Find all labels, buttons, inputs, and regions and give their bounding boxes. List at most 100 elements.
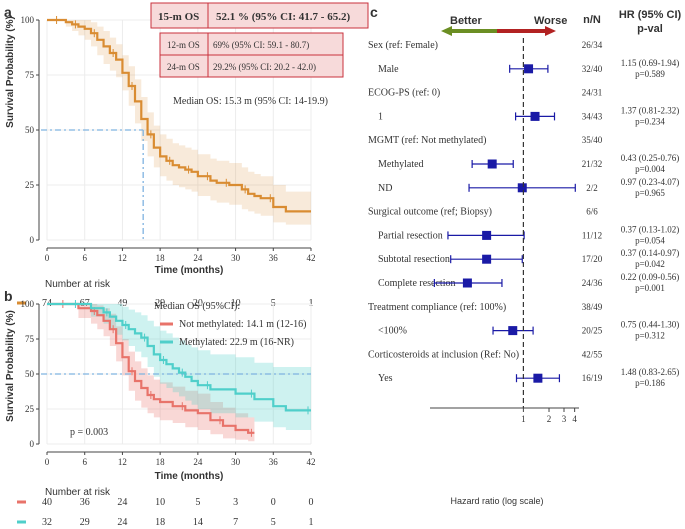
risk-count: 5 [271, 517, 276, 528]
os-main-label: 15-m OS [158, 11, 199, 23]
os-main-value: 52.1 % (95% CI: 41.7 - 65.2) [216, 11, 350, 23]
risk-count: 14 [193, 517, 203, 528]
forest-nn: 24/31 [582, 88, 603, 98]
forest-hr-text: 0.37 (0.14-0.97) [621, 248, 680, 258]
worse-label: Worse [534, 15, 567, 27]
y-tick-label: 25 [25, 404, 35, 414]
risk-count: 3 [233, 497, 238, 508]
forest-group-label: Surgical outcome (ref; Biopsy) [368, 207, 492, 218]
y-tick-label: 25 [25, 180, 35, 190]
forest-hr-square [530, 111, 540, 121]
x-tick-label: 0 [45, 253, 50, 263]
forest-group-label: Treatment compliance (ref: 100%) [368, 302, 506, 313]
y-tick-label: 50 [25, 125, 35, 135]
forest-hr-square [487, 159, 497, 169]
forest-hr-square [533, 373, 543, 383]
forest-sublabel: ND [378, 183, 392, 194]
panel-b-p-value: p = 0.003 [70, 427, 108, 438]
legend-title: Median OS (95%CI): [154, 301, 240, 312]
risk-count: 36 [80, 497, 90, 508]
x-tick-label: 36 [269, 253, 279, 263]
forest-p-text: p=0.004 [635, 164, 665, 174]
forest-hr-text: 0.75 (0.44-1.30) [621, 320, 680, 330]
panel-b-confidence-bands [47, 304, 311, 442]
survival-curve-0 [47, 18, 311, 213]
forest-nn: 17/20 [582, 254, 603, 264]
x-tick-label: 6 [82, 457, 87, 467]
os-12m-value: 69% (95% CI: 59.1 - 80.7) [213, 40, 309, 50]
panel-label-b: b [4, 288, 13, 304]
forest-sublabel: <100% [378, 326, 407, 337]
panel-a-x-axis-label: Time (months) [155, 265, 224, 276]
panel-b-legend: Median OS (95%CI): Not methylated: 14.1 … [154, 301, 306, 348]
forest-p-text: p=0.054 [635, 235, 665, 245]
better-arrow-icon [441, 26, 497, 36]
pval-header: p-val [637, 23, 663, 35]
panel-a-reference-lines [41, 129, 144, 240]
forest-p-text: p=0.042 [635, 259, 665, 269]
panel-a-confidence-band [47, 20, 311, 225]
x-tick-label: 24 [193, 457, 203, 467]
os-12m-label: 12-m OS [167, 40, 200, 50]
forest-sublabel: Yes [378, 373, 393, 384]
forest-group-label: MGMT (ref: Not methylated) [368, 135, 486, 146]
risk-count: 40 [42, 497, 52, 508]
forest-x-tick-label: 3 [562, 414, 567, 424]
x-tick-label: 18 [156, 457, 166, 467]
forest-p-text: p=0.589 [635, 69, 665, 79]
x-tick-label: 30 [231, 457, 241, 467]
worse-arrow-icon [497, 26, 556, 36]
forest-nn: 16/19 [582, 373, 603, 383]
forest-group-label: ECOG-PS (ref: 0) [368, 88, 440, 99]
x-tick-label: 6 [82, 253, 87, 263]
panel-b-risk-title: Number at risk [45, 487, 111, 498]
forest-x-tick-label: 4 [572, 414, 577, 424]
x-tick-label: 12 [118, 457, 127, 467]
forest-hr-text: 0.97 (0.23-4.07) [621, 177, 680, 187]
forest-hr-square [524, 64, 534, 74]
y-tick-label: 100 [21, 299, 35, 309]
forest-sublabel: Methylated [378, 159, 424, 170]
panel-a-median-os: Median OS: 15.3 m (95% CI: 14-19.9) [173, 96, 328, 107]
forest-nn: 34/43 [582, 111, 603, 121]
forest-p-text: p=0.001 [635, 283, 665, 293]
risk-count: 0 [271, 497, 276, 508]
forest-nn: 20/25 [582, 326, 603, 336]
forest-p-text: p=0.965 [635, 188, 665, 198]
risk-count: 32 [42, 517, 52, 528]
forest-nn: 21/32 [582, 159, 603, 169]
forest-hr-square [482, 254, 492, 264]
forest-hr-square [482, 230, 492, 240]
y-tick-label: 75 [25, 70, 35, 80]
risk-count: 5 [195, 497, 200, 508]
y-tick-label: 100 [21, 15, 35, 25]
panel-a-os-summary-table: 15-m OS 52.1 % (95% CI: 41.7 - 65.2) 12-… [150, 2, 369, 78]
x-tick-label: 24 [193, 253, 203, 263]
os-main-box [150, 2, 369, 29]
forest-p-text: p=0.186 [635, 378, 665, 388]
forest-p-text: p=0.234 [635, 116, 665, 126]
panel-b-y-axis-label: Survival Probability (%) [5, 310, 16, 422]
y-tick-label: 0 [30, 439, 35, 449]
forest-nn: 38/49 [582, 302, 603, 312]
forest-nn: 35/40 [582, 135, 603, 145]
forest-nn: 26/34 [582, 40, 603, 50]
panel-a-survival-curves [47, 16, 311, 213]
panel-a-risk-title: Number at risk [45, 279, 111, 290]
forest-hr-text: 0.37 (0.13-1.02) [621, 224, 680, 234]
forest-x-tick-label: 2 [547, 414, 552, 424]
forest-group-label: Corticosteroids at inclusion (Ref: No) [368, 349, 519, 360]
panel-label-c: c [370, 4, 378, 20]
panel-a-ticks: 0 25 50 75 100 0 6 12 18 24 30 36 42 [21, 15, 316, 263]
os-24m-value: 29.2% (95% CI: 20.2 - 42.0) [213, 62, 316, 72]
ci-band-0 [47, 304, 255, 442]
hr-header: HR (95% CI) [619, 9, 682, 21]
direction-arrows: Better Worse [441, 15, 567, 36]
panel-b-risk-table: 40 36 24 10 5 3 0 0 32 29 24 18 14 7 5 1 [17, 497, 314, 528]
forest-hr-square [517, 183, 527, 193]
y-tick-label: 0 [30, 235, 35, 245]
legend-label-methylated: Methylated: 22.9 m (16-NR) [179, 337, 294, 348]
